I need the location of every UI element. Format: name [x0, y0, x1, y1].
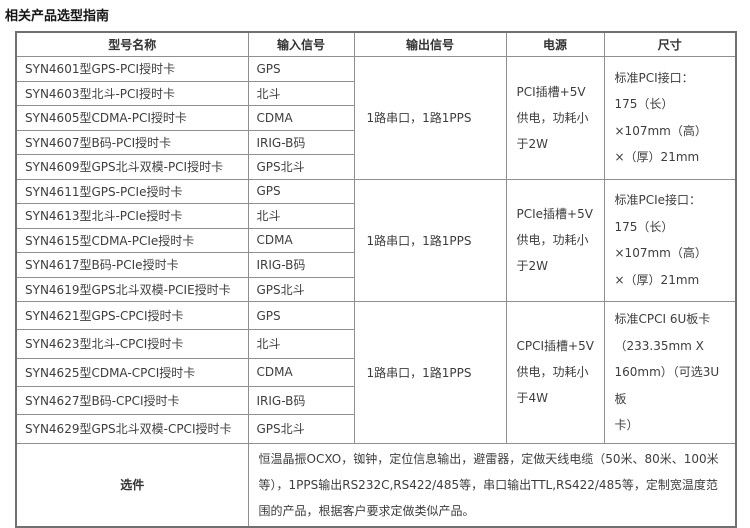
input-signal-cell: IRIG-B码	[247, 385, 355, 416]
input-signal-cell: GPS	[247, 178, 355, 204]
input-signal-cell: CDMA	[247, 357, 355, 387]
model-cell: SYN4611型GPS-PCIe授时卡	[15, 178, 249, 204]
table-row: SYN4607型B码-PCI授时卡 IRIG-B码	[15, 129, 736, 155]
input-signal-cell: GPS北斗	[247, 414, 355, 444]
column-header-model: 型号名称	[15, 31, 249, 57]
column-header-output: 输出信号	[353, 31, 507, 57]
model-cell: SYN4605型CDMA-PCI授时卡	[15, 105, 249, 131]
model-cell: SYN4615型CDMA-PCIe授时卡	[15, 227, 249, 253]
table-row: SYN4611型GPS-PCIe授时卡 GPS 1路串口，1路1PPS PCIe…	[15, 178, 737, 302]
table-row: SYN4619型GPS北斗双模-PCIE授时卡 GPS北斗	[15, 276, 736, 302]
table-row: SYN4629型GPS北斗双模-CPCI授时卡 GPS北斗	[15, 414, 736, 444]
size-cell: 标准PCIe接口： 175（长） ×107mm（高） ×（厚）21mm	[603, 178, 737, 302]
table-row: SYN4609型GPS北斗双模-PCI授时卡 GPS北斗	[15, 154, 736, 180]
product-selection-table: 型号名称 输入信号 输出信号 电源 尺寸 SYN4601型GPS-PCI授时卡 …	[15, 31, 737, 528]
input-signal-cell: 北斗	[247, 80, 355, 106]
input-signal-cell: CDMA	[247, 105, 355, 131]
model-cell: SYN4627型B码-CPCI授时卡	[15, 385, 249, 416]
options-content-cell: 恒温晶振OCXO，铷钟，定位信息输出，避雷器，定做天线电缆（50米、80米、10…	[247, 442, 737, 527]
table-row: SYN4623型北斗-CPCI授时卡 北斗	[15, 329, 736, 359]
column-header-input: 输入信号	[247, 31, 355, 57]
input-signal-cell: IRIG-B码	[247, 129, 355, 155]
model-cell: SYN4609型GPS北斗双模-PCI授时卡	[15, 154, 249, 180]
input-signal-cell: CDMA	[247, 227, 355, 253]
output-signal-cell: 1路串口，1路1PPS	[353, 301, 507, 444]
power-cell: PCI插槽+5V供电，功耗小于2W	[505, 56, 605, 180]
table-row: SYN4615型CDMA-PCIe授时卡 CDMA	[15, 227, 736, 253]
model-cell: SYN4601型GPS-PCI授时卡	[15, 56, 249, 82]
input-signal-cell: 北斗	[247, 203, 355, 229]
page-title: 相关产品选型指南	[5, 9, 110, 24]
power-cell: PCIe插槽+5V供电，功耗小于2W	[505, 178, 605, 302]
input-signal-cell: GPS北斗	[247, 276, 355, 302]
output-signal-cell: 1路串口，1路1PPS	[353, 56, 507, 180]
model-cell: SYN4625型CDMA-CPCI授时卡	[15, 357, 249, 387]
options-label-cell: 选件	[15, 442, 249, 527]
table-row: SYN4621型GPS-CPCI授时卡 GPS 1路串口，1路1PPS CPCI…	[15, 300, 737, 444]
table-row: SYN4625型CDMA-CPCI授时卡 CDMA	[15, 357, 736, 387]
column-header-power: 电源	[505, 31, 605, 57]
model-cell: SYN4619型GPS北斗双模-PCIE授时卡	[15, 276, 249, 302]
options-row: 选件 恒温晶振OCXO，铷钟，定位信息输出，避雷器，定做天线电缆（50米、80米…	[15, 442, 737, 527]
output-signal-cell: 1路串口，1路1PPS	[353, 178, 507, 302]
table-row: SYN4601型GPS-PCI授时卡 GPS 1路串口，1路1PPS PCI插槽…	[15, 56, 737, 180]
model-cell: SYN4613型北斗-PCIe授时卡	[15, 203, 249, 229]
input-signal-cell: 北斗	[247, 329, 355, 359]
table-row: SYN4603型北斗-PCI授时卡 北斗	[15, 80, 736, 106]
size-cell: 标准PCI接口： 175（长） ×107mm（高） ×（厚）21mm	[603, 56, 737, 180]
model-cell: SYN4621型GPS-CPCI授时卡	[15, 300, 249, 331]
model-cell: SYN4607型B码-PCI授时卡	[15, 129, 249, 155]
model-cell: SYN4603型北斗-PCI授时卡	[15, 80, 249, 106]
model-cell: SYN4623型北斗-CPCI授时卡	[15, 329, 249, 359]
column-header-size: 尺寸	[603, 31, 737, 57]
table-row: SYN4617型B码-PCIe授时卡 IRIG-B码	[15, 252, 736, 278]
table-row: SYN4627型B码-CPCI授时卡 IRIG-B码	[15, 385, 736, 416]
table-row: SYN4613型北斗-PCIe授时卡 北斗	[15, 203, 736, 229]
power-cell: CPCI插槽+5V供电，功耗小于4W	[505, 301, 605, 444]
input-signal-cell: GPS	[247, 56, 355, 82]
input-signal-cell: GPS北斗	[247, 154, 355, 180]
input-signal-cell: GPS	[247, 300, 355, 331]
header-row: 型号名称 输入信号 输出信号 电源 尺寸	[15, 31, 737, 57]
input-signal-cell: IRIG-B码	[247, 252, 355, 278]
model-cell: SYN4629型GPS北斗双模-CPCI授时卡	[15, 414, 249, 444]
size-cell: 标准CPCI 6U板卡 （233.35mm X 160mm）（可选3U板 卡）	[603, 301, 737, 444]
model-cell: SYN4617型B码-PCIe授时卡	[15, 252, 249, 278]
